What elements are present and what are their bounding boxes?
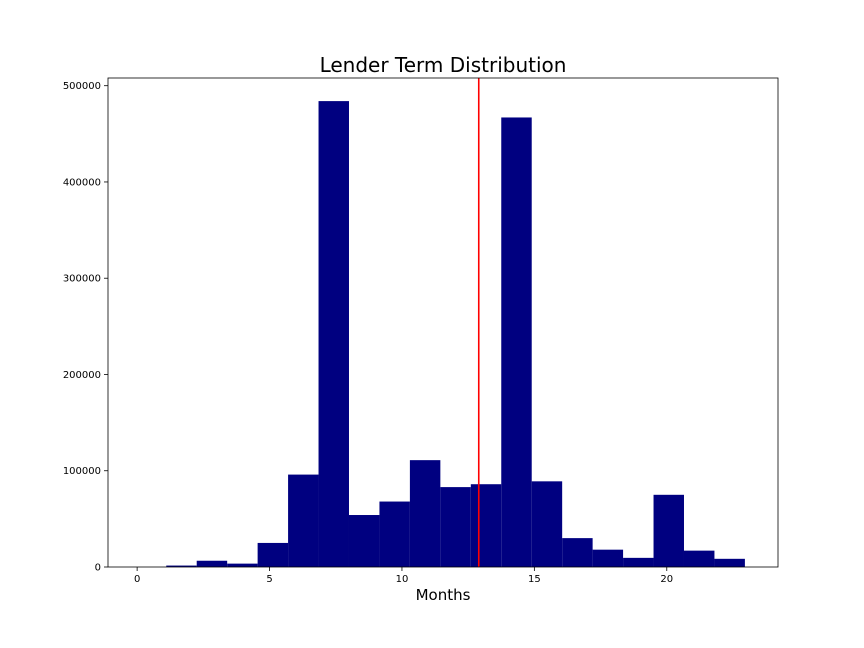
- histogram-bar: [348, 515, 380, 567]
- y-tick-label: 0: [95, 563, 101, 574]
- y-axis-ticks: 0 100000 200000 300000 400000 500000: [63, 81, 108, 574]
- histogram-bar: [166, 565, 197, 567]
- x-tick-label: 15: [528, 574, 541, 585]
- histogram-bar: [592, 549, 624, 567]
- histogram-bar: [227, 563, 258, 567]
- histogram-bar: [318, 101, 349, 568]
- histogram-bar: [409, 460, 441, 567]
- y-tick-label: 200000: [63, 370, 101, 381]
- y-tick-label: 300000: [63, 274, 101, 285]
- x-tick-label: 10: [396, 574, 409, 585]
- chart-title: Lender Term Distribution: [320, 53, 567, 77]
- y-tick-label: 100000: [63, 466, 101, 477]
- histogram-bar: [501, 117, 532, 567]
- histogram-bar: [562, 538, 593, 567]
- x-axis-label: Months: [416, 586, 471, 604]
- histogram-bar: [288, 474, 319, 567]
- histogram-bar: [196, 560, 228, 567]
- x-tick-label: 0: [134, 574, 140, 585]
- bars-group: [166, 101, 745, 568]
- y-tick-label: 400000: [63, 177, 101, 188]
- histogram-bar: [531, 481, 563, 567]
- histogram-bar: [653, 494, 684, 567]
- plot-frame: [107, 77, 779, 568]
- histogram-bar: [714, 558, 745, 567]
- histogram-bar: [257, 542, 289, 567]
- histogram-bar: [470, 484, 502, 567]
- histogram-bar: [440, 487, 471, 567]
- histogram-bar: [623, 557, 654, 567]
- x-axis-ticks: 0 5 10 15 20: [134, 567, 673, 585]
- x-tick-label: 20: [660, 574, 673, 585]
- histogram-bar: [683, 550, 715, 567]
- histogram-bar: [379, 501, 410, 567]
- x-tick-label: 5: [266, 574, 272, 585]
- y-tick-label: 500000: [63, 81, 101, 92]
